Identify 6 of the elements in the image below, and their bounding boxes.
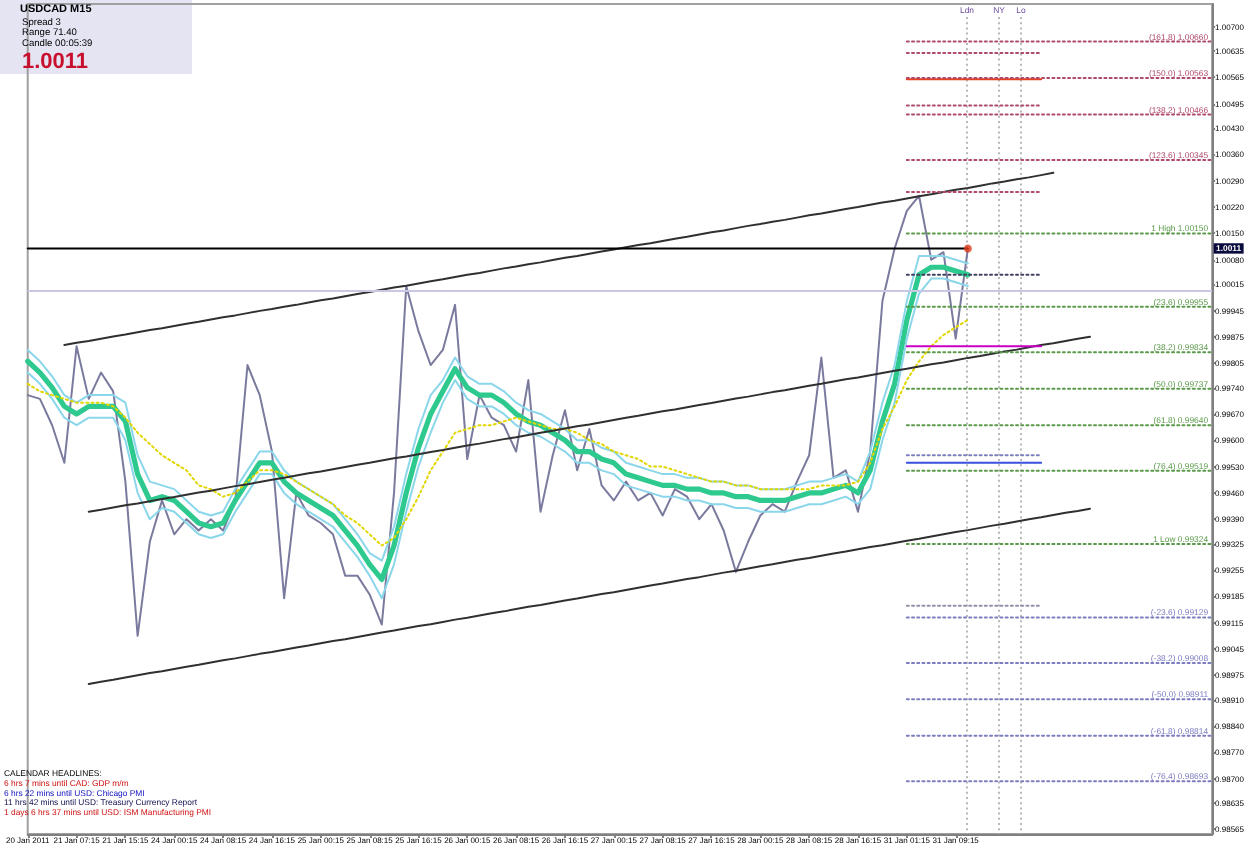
- line-series: [87, 335, 1091, 513]
- line-series: [87, 507, 1091, 685]
- line-series: [26, 318, 969, 547]
- annotation: 1.0011: [22, 50, 89, 74]
- line-series: [26, 194, 969, 637]
- line-series: [63, 171, 1055, 347]
